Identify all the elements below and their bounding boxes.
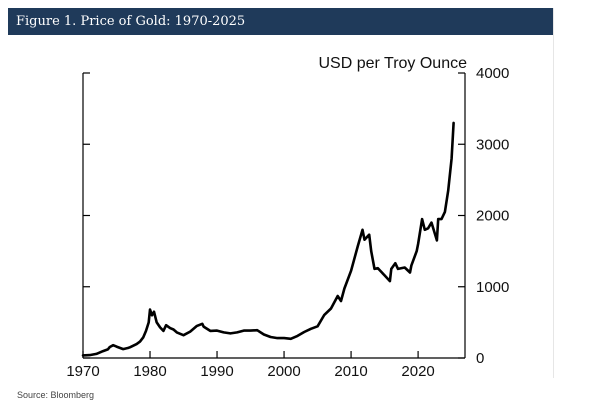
y-tick-label: 1000 [476,279,509,296]
x-tick-label: 2020 [401,363,434,380]
y-tick-label: 0 [476,350,484,367]
x-axis-ticks: 1970 1980 1990 2000 2010 2020 [66,351,435,380]
x-tick-label: 1970 [66,363,99,380]
y-tick-label: 3000 [476,136,509,153]
x-tick-label: 1990 [200,363,233,380]
series-group [81,121,455,357]
y-axis-ticks: 0 1000 2000 3000 4000 [83,65,509,367]
y-tick-label: 4000 [476,65,509,82]
source-note: Source: Bloomberg [17,390,95,400]
frame-edge [553,8,554,378]
gold-price-line [81,121,455,357]
figure-title-bar: Figure 1. Price of Gold: 1970-2025 [8,8,553,35]
x-tick-label: 1980 [133,363,166,380]
x-tick-label: 2000 [267,363,300,380]
axes [82,73,466,359]
y-axis-label: USD per Troy Ounce [319,55,468,72]
x-tick-label: 2010 [334,363,367,380]
y-tick-label: 2000 [476,208,509,225]
